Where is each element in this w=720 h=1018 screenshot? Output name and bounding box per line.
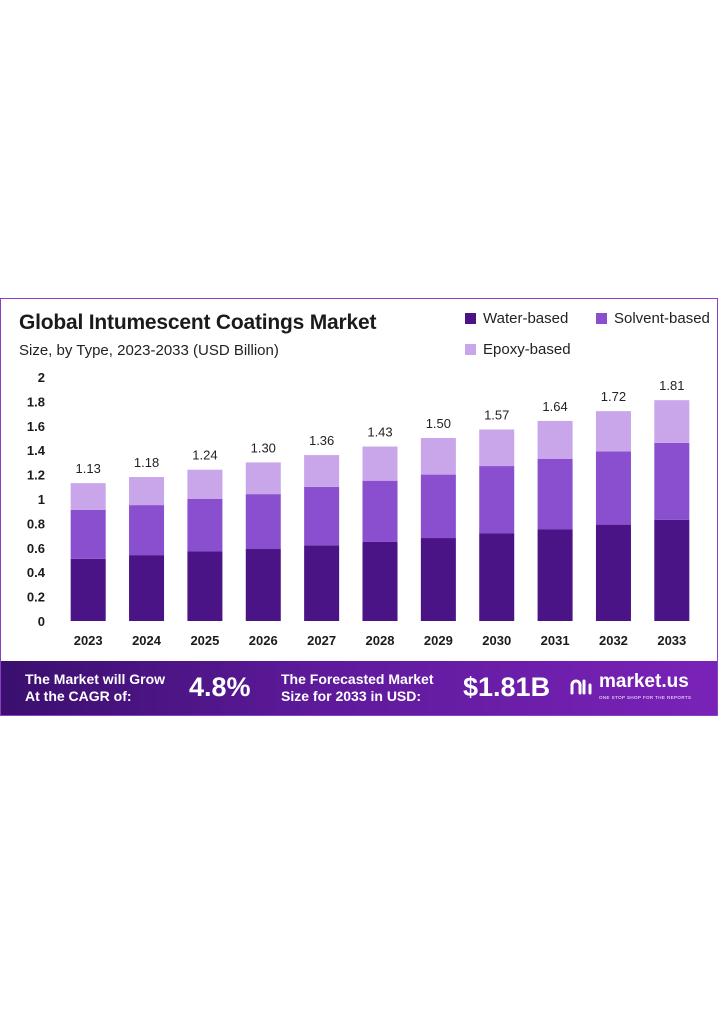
bar-2031-series-0: [537, 529, 573, 621]
total-label-2025: 1.24: [192, 448, 217, 463]
x-tick-label-2029: 2029: [424, 633, 453, 648]
chart-card: Global Intumescent Coatings Market Size,…: [0, 298, 718, 716]
x-tick-label-2027: 2027: [307, 633, 336, 648]
x-tick-label-2024: 2024: [132, 633, 162, 648]
x-tick-label-2026: 2026: [249, 633, 278, 648]
bar-2026-series-1: [245, 494, 281, 550]
total-label-2029: 1.50: [426, 416, 451, 431]
bar-2032-series-2: [595, 411, 631, 452]
legend-item-solvent-based: Solvent-based: [596, 310, 710, 327]
forecast-label: The Forecasted Market Size for 2033 in U…: [281, 671, 434, 705]
legend-swatch-water-based: [465, 313, 476, 324]
brand-name: market.us: [599, 671, 689, 692]
bar-2026-series-0: [245, 549, 281, 621]
bar-2029-series-1: [420, 474, 456, 539]
x-tick-label-2023: 2023: [74, 633, 103, 648]
bar-2032-series-0: [595, 524, 631, 621]
bar-2026-series-2: [245, 462, 281, 495]
legend-label-solvent-based: Solvent-based: [614, 310, 710, 327]
total-label-2032: 1.72: [601, 389, 626, 404]
bar-2027-series-0: [304, 545, 340, 621]
bar-2029-series-2: [420, 438, 456, 475]
total-label-2027: 1.36: [309, 433, 334, 448]
bar-2023-series-0: [70, 558, 106, 621]
y-tick-label-8: 1.6: [27, 419, 45, 434]
cagr-label-line1: The Market will Grow: [25, 671, 166, 687]
bar-2030-series-1: [479, 466, 515, 534]
x-tick-label-2028: 2028: [366, 633, 395, 648]
y-tick-label-1: 0.2: [27, 590, 45, 605]
bar-2030-series-0: [479, 533, 515, 621]
market-us-logo-icon: [570, 679, 592, 695]
bar-2024-series-2: [129, 477, 165, 506]
bar-2032-series-1: [595, 451, 631, 525]
bar-2024-series-1: [129, 505, 165, 556]
bar-2023-series-2: [70, 483, 106, 510]
bar-2023-series-1: [70, 509, 106, 559]
bar-2031-series-2: [537, 420, 573, 459]
bar-2028-series-1: [362, 480, 398, 542]
total-label-2023: 1.13: [76, 461, 101, 476]
x-tick-label-2030: 2030: [482, 633, 511, 648]
bar-2033-series-2: [654, 400, 690, 443]
bar-2031-series-1: [537, 458, 573, 530]
brand-tagline: ONE STOP SHOP FOR THE REPORTS: [599, 695, 692, 700]
legend-swatch-epoxy-based: [465, 344, 476, 355]
y-tick-label-2: 0.4: [27, 565, 46, 580]
total-label-2028: 1.43: [367, 425, 392, 440]
bar-2033-series-0: [654, 519, 690, 621]
bar-2030-series-2: [479, 429, 515, 467]
cagr-label-line2: At the CAGR of:: [25, 688, 132, 704]
stacked-bar-chart: 0 0.2 0.4 0.6 0.8 1 1.2 1.4 1.6 1.8 2 1.13 2023 1.18 2…: [27, 370, 690, 648]
legend-label-water-based: Water-based: [483, 310, 569, 327]
y-tick-label-4: 0.8: [27, 516, 45, 531]
total-label-2033: 1.81: [659, 378, 684, 393]
bar-2025-series-0: [187, 551, 223, 621]
y-tick-label-7: 1.4: [27, 443, 46, 458]
y-tick-label-6: 1.2: [27, 468, 45, 483]
bar-2033-series-1: [654, 442, 690, 520]
bar-2025-series-2: [187, 469, 223, 499]
bar-2024-series-0: [129, 555, 165, 621]
bar-2029-series-0: [420, 538, 456, 621]
bar-2025-series-1: [187, 499, 223, 552]
forecast-label-line2: Size for 2033 in USD:: [281, 688, 422, 704]
y-tick-label-0: 0: [38, 614, 45, 629]
bar-2028-series-0: [362, 541, 398, 621]
y-tick-label-3: 0.6: [27, 541, 45, 556]
total-label-2031: 1.64: [542, 399, 567, 414]
bar-2027-series-2: [304, 455, 340, 487]
x-tick-label-2033: 2033: [657, 633, 686, 648]
chart-subtitle: Size, by Type, 2023-2033 (USD Billion): [19, 342, 279, 359]
forecast-label-line1: The Forecasted Market: [281, 671, 434, 687]
total-label-2030: 1.57: [484, 407, 509, 422]
summary-banner: The Market will Grow At the CAGR of: 4.8…: [1, 661, 717, 715]
legend-item-epoxy-based: Epoxy-based: [465, 341, 571, 358]
cagr-value: 4.8%: [189, 672, 251, 702]
chart-title: Global Intumescent Coatings Market: [19, 311, 377, 334]
total-label-2024: 1.18: [134, 455, 159, 470]
y-tick-label-10: 2: [38, 370, 45, 385]
legend-swatch-solvent-based: [596, 313, 607, 324]
bar-2027-series-1: [304, 486, 340, 546]
total-label-2026: 1.30: [251, 440, 276, 455]
x-tick-label-2031: 2031: [541, 633, 570, 648]
x-tick-label-2025: 2025: [190, 633, 219, 648]
bar-2028-series-2: [362, 446, 398, 481]
legend-item-water-based: Water-based: [465, 310, 568, 327]
forecast-value: $1.81B: [463, 672, 551, 702]
cagr-label: The Market will Grow At the CAGR of:: [25, 671, 165, 705]
legend-label-epoxy-based: Epoxy-based: [483, 341, 571, 358]
y-tick-label-5: 1: [38, 492, 45, 507]
y-tick-label-9: 1.8: [27, 394, 45, 409]
x-tick-label-2032: 2032: [599, 633, 628, 648]
